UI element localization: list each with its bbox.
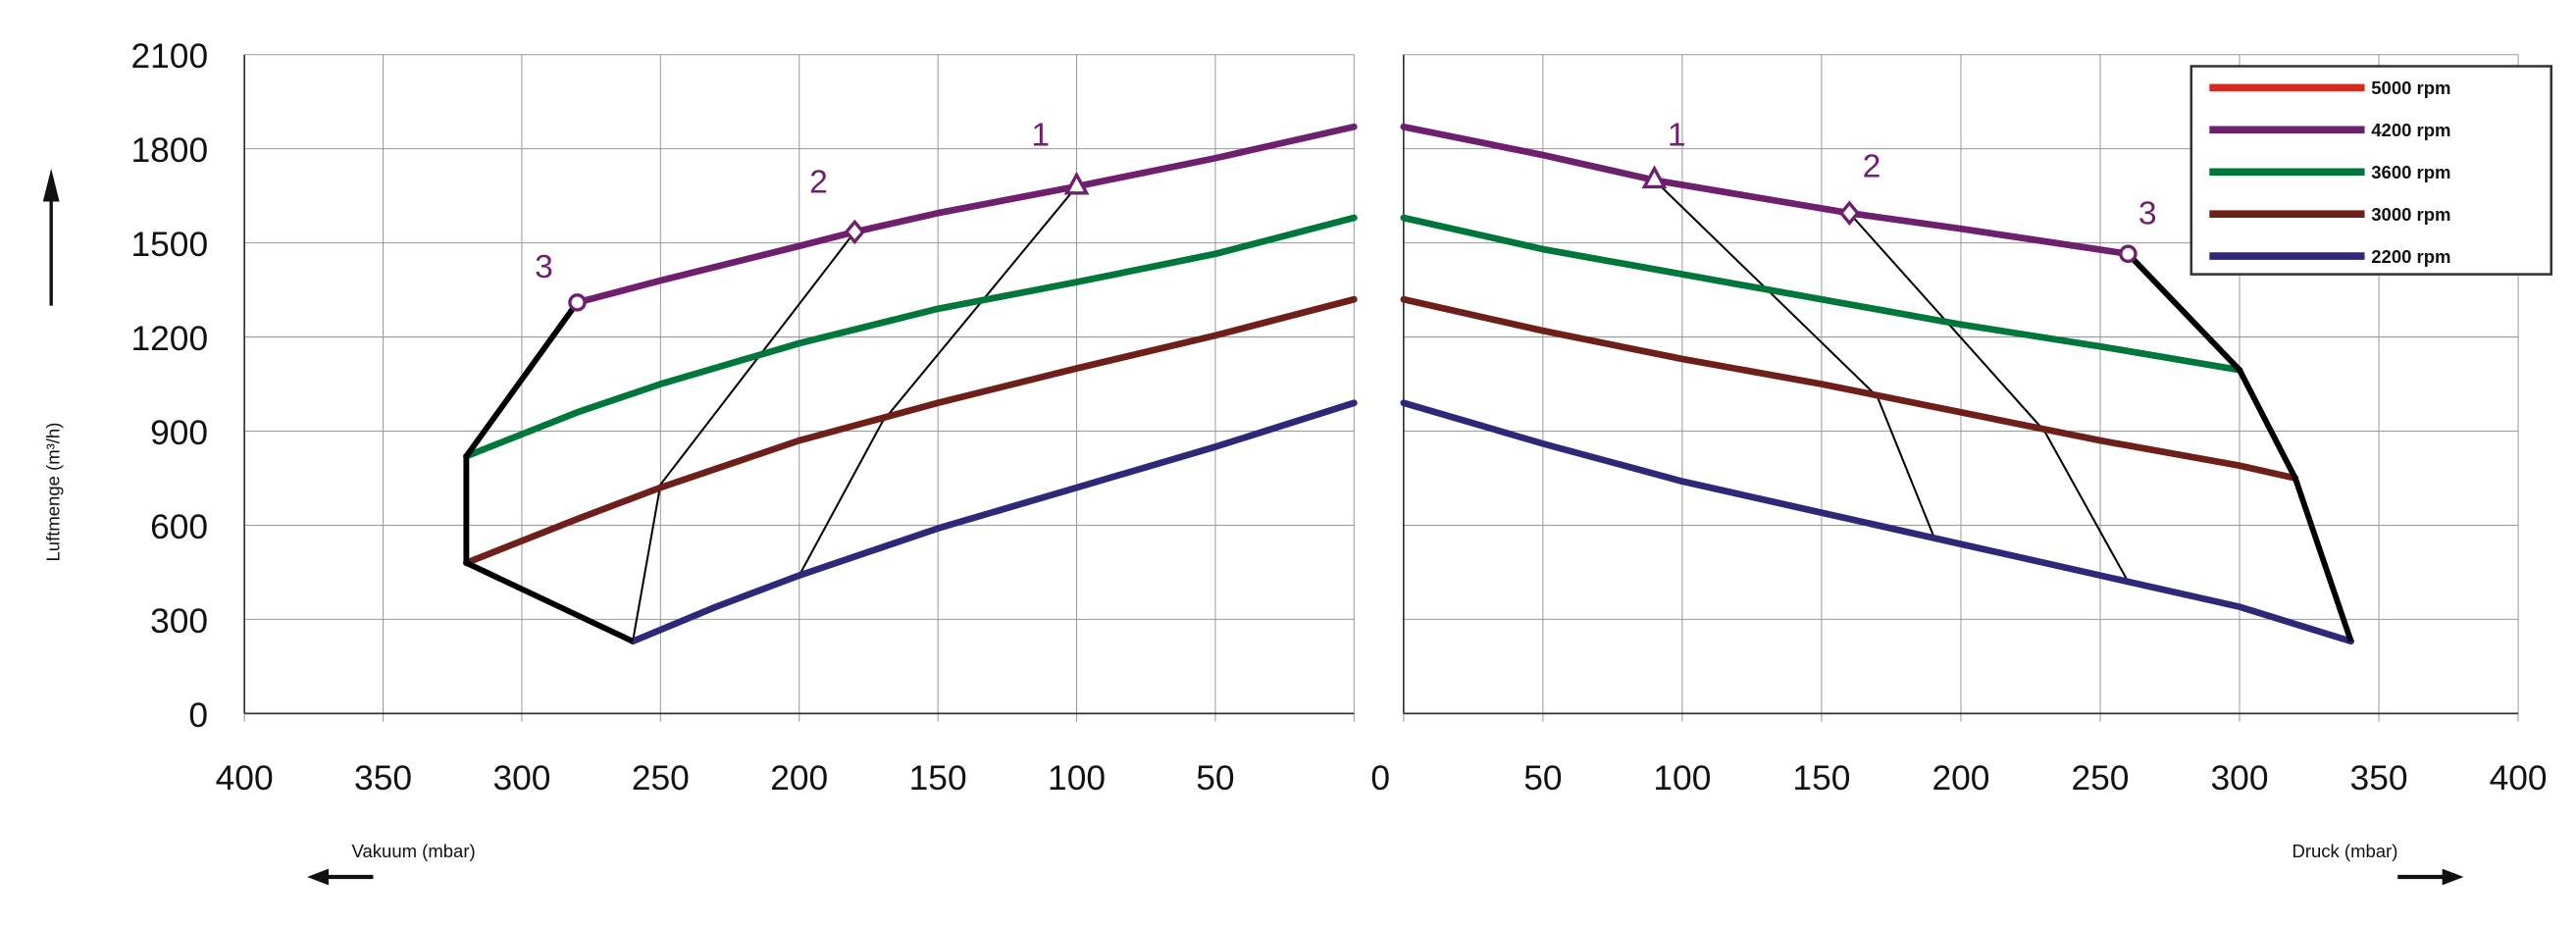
x-axis-title-vacuum: Vakuum (mbar)	[352, 841, 476, 861]
y-tick-label: 0	[188, 696, 208, 735]
y-tick-label: 1200	[131, 320, 209, 358]
envelope-line	[2126, 251, 2354, 642]
series-line-4200-rpm	[1400, 123, 2132, 258]
axes	[243, 54, 2519, 715]
marker-label: 2	[1863, 148, 1881, 184]
envelope-line	[463, 300, 635, 644]
x-tick-label: 50	[1523, 759, 1562, 797]
series-line-3600-rpm	[1400, 214, 2243, 374]
up-arrow-icon	[42, 168, 60, 306]
x-tick-label: 300	[492, 759, 550, 797]
legend-label: 2200 rpm	[2371, 246, 2450, 267]
series-line-3000-rpm	[463, 295, 1358, 567]
marker-triangle	[1641, 165, 1668, 189]
x-tick-label: 200	[1932, 759, 1989, 797]
marker-circle	[568, 293, 587, 312]
guide-line	[798, 185, 1078, 577]
series-line-3600-rpm	[463, 214, 1358, 460]
marker-label: 3	[535, 249, 553, 285]
y-tick-label: 1800	[131, 131, 209, 170]
x-tick-label: 50	[1196, 759, 1234, 797]
series-line-3000-rpm	[1400, 295, 2299, 482]
left-arrow-icon	[307, 868, 374, 886]
series-line-4200-rpm	[574, 123, 1358, 306]
x-tick-label: 250	[632, 759, 690, 797]
x-tick-label: 100	[1048, 759, 1106, 797]
legend: 5000 rpm 4200 rpm 3600 rpm 3000 rpm 2200 rpm	[2190, 65, 2553, 276]
marker-diamond	[1838, 200, 1860, 226]
y-axis-title: Luftmenge (m³/h)	[43, 423, 64, 562]
x-tick-label: 250	[2072, 759, 2130, 797]
x-tick-label: 300	[2211, 759, 2269, 797]
right-arrow-icon	[2397, 868, 2464, 886]
x-tick-label: 400	[216, 759, 274, 797]
x-tick-label: 400	[2490, 759, 2548, 797]
x-tick-label: 200	[770, 759, 828, 797]
series-line-2200-rpm	[1400, 399, 2355, 645]
y-tick-label: 1500	[131, 226, 209, 264]
legend-label: 3000 rpm	[2371, 204, 2450, 225]
series-line-2200-rpm	[629, 399, 1358, 645]
marker-diamond	[844, 219, 865, 245]
marker-label: 1	[1668, 117, 1686, 153]
x-tick-label: 100	[1653, 759, 1711, 797]
y-tick-label: 600	[150, 508, 208, 546]
marker-circle	[2119, 244, 2138, 264]
marker-triangle	[1063, 171, 1090, 195]
x-tick-label: 350	[2350, 759, 2408, 797]
series-layer	[463, 123, 2355, 645]
marker-label: 1	[1031, 117, 1050, 153]
x-tick-label: 350	[354, 759, 412, 797]
marker-label: 2	[809, 164, 828, 200]
x-axis-title-pressure: Druck (mbar)	[2292, 841, 2397, 861]
x-tick-label: 150	[1792, 759, 1850, 797]
legend-label: 5000 rpm	[2371, 77, 2450, 98]
y-tick-label: 300	[150, 602, 208, 641]
legend-label: 4200 rpm	[2371, 120, 2450, 140]
legend-label: 3600 rpm	[2371, 162, 2450, 182]
y-tick-label: 2100	[131, 37, 209, 76]
y-tick-label: 900	[150, 414, 208, 452]
x-tick-label: 0	[1370, 759, 1390, 797]
marker-label: 3	[2138, 195, 2157, 231]
x-tick-label: 150	[909, 759, 967, 797]
